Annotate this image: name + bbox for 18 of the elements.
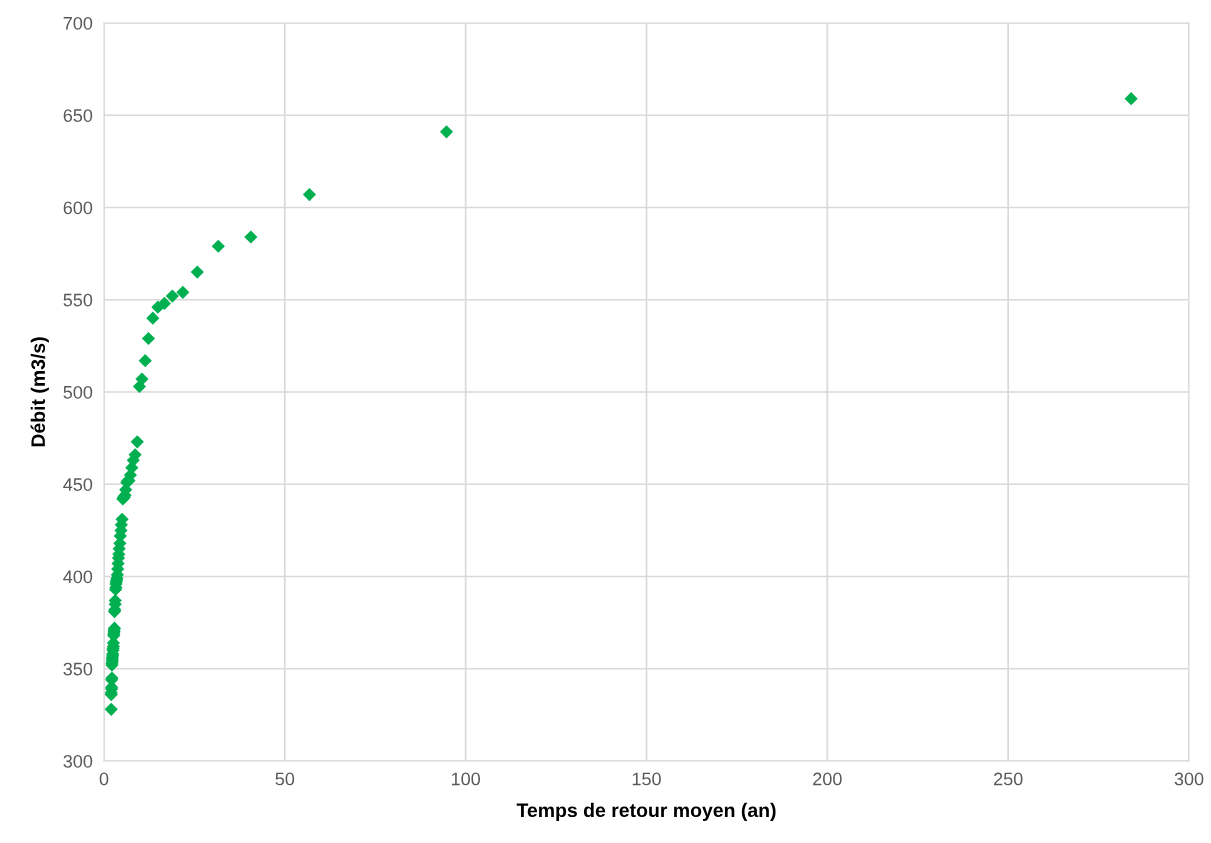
x-tick-label: 150: [632, 772, 661, 786]
x-tick-label: 200: [813, 772, 842, 786]
x-tick-label: 300: [1174, 772, 1204, 786]
x-tick-label: 0: [99, 772, 109, 786]
y-tick-label: 650: [63, 109, 93, 122]
y-tick-label: 450: [63, 478, 93, 491]
y-tick-label: 550: [63, 293, 93, 307]
y-axis-title: Débit (m3/s): [30, 337, 49, 447]
y-tick-label: 700: [63, 16, 93, 30]
x-tick-label: 50: [275, 772, 295, 786]
y-tick-label: 350: [63, 662, 93, 676]
x-tick-label: 250: [994, 772, 1023, 786]
y-tick-label: 300: [63, 754, 93, 768]
y-tick-label: 600: [63, 201, 93, 215]
x-axis-title: Temps de retour moyen (an): [516, 802, 776, 821]
x-tick-label: 100: [451, 772, 481, 786]
y-tick-label: 500: [63, 385, 93, 399]
y-tick-label: 400: [63, 570, 93, 584]
